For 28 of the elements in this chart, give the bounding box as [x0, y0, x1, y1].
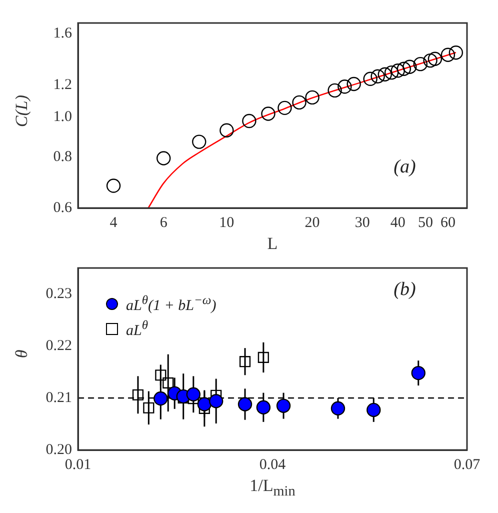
legend-label: aL$^{θ}$(1 + bL$^{−ω}$): [126, 292, 216, 316]
y-tick-label: 0.21: [46, 390, 72, 406]
x-tick-label: 40: [390, 214, 406, 231]
x-tick-label: 6: [160, 214, 168, 231]
x-axis-title: 1/L$_{min}$: [250, 476, 296, 500]
x-tick-label: 60: [440, 214, 456, 231]
y-tick-label: 1.2: [53, 76, 72, 93]
y-axis-title: C(L): [12, 94, 32, 128]
y-tick-label: 0.20: [46, 442, 72, 458]
annotation: (a): [394, 156, 416, 178]
y-tick-label: 1.6: [53, 26, 72, 42]
x-tick-label: 0.01: [64, 456, 92, 473]
annotation: (b): [394, 278, 416, 300]
y-tick-label: 0.23: [46, 286, 72, 302]
y-tick-label: 0.22: [46, 338, 72, 354]
y-tick-label: 1.0: [53, 109, 72, 126]
x-tick-label: 4: [110, 214, 118, 231]
x-tick-label: 0.07: [454, 456, 481, 473]
y-tick-label: 0.6: [53, 200, 72, 216]
y-tick-label: 0.8: [53, 148, 72, 165]
x-tick-label: 20: [304, 214, 320, 231]
y-axis-title: θ: [12, 349, 32, 358]
x-axis-title: L: [267, 234, 278, 254]
legend-label: aL$^{θ}$: [126, 317, 148, 341]
x-tick-label: 10: [219, 214, 234, 231]
x-tick-label: 30: [354, 214, 370, 231]
x-tick-label: 0.04: [259, 456, 286, 473]
x-tick-label: 50: [418, 214, 433, 231]
